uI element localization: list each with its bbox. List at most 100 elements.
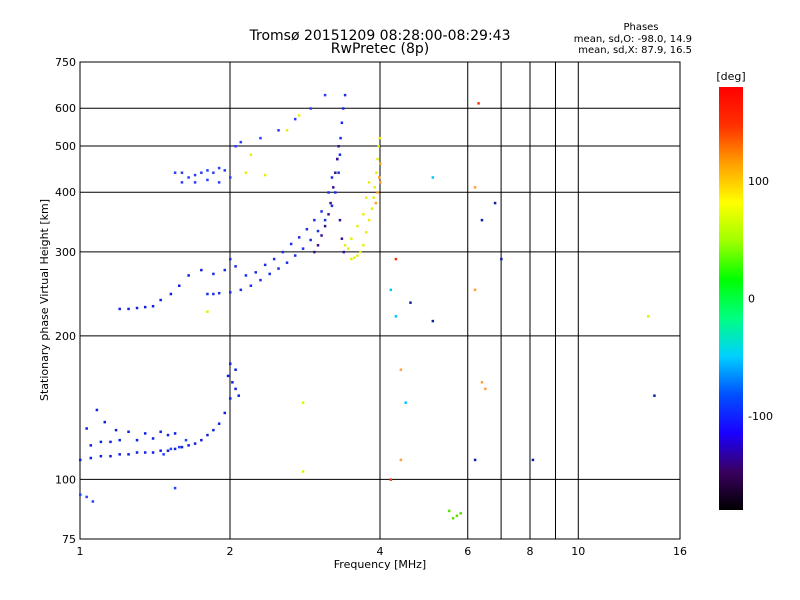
data-point xyxy=(249,153,253,156)
data-point xyxy=(336,157,339,161)
data-point xyxy=(399,368,403,371)
data-point xyxy=(389,288,393,292)
data-point xyxy=(334,191,337,194)
data-point xyxy=(451,517,455,520)
x-tick-label: 8 xyxy=(527,545,534,558)
data-point xyxy=(285,129,289,132)
data-point xyxy=(399,458,403,462)
data-point xyxy=(229,176,232,179)
data-point xyxy=(320,234,323,237)
data-point xyxy=(239,140,243,144)
data-point xyxy=(151,451,155,454)
data-point xyxy=(323,218,327,222)
data-point xyxy=(234,368,237,371)
data-point xyxy=(309,238,312,242)
data-point xyxy=(177,445,181,449)
data-point xyxy=(217,291,221,295)
data-point xyxy=(473,186,477,189)
data-point xyxy=(231,381,234,384)
data-point xyxy=(373,186,377,189)
data-point xyxy=(320,210,323,213)
data-point xyxy=(346,247,350,250)
data-point xyxy=(263,263,267,267)
axis-ticks: 1 2 4 6 8 10 16 75 100 200 300 400 500 600 750 xyxy=(55,56,687,558)
data-point xyxy=(339,136,342,140)
data-point xyxy=(337,144,340,148)
data-point xyxy=(350,257,353,261)
data-point xyxy=(377,144,380,148)
data-point xyxy=(356,254,359,257)
data-point xyxy=(249,284,253,287)
data-point xyxy=(313,218,316,222)
data-point xyxy=(356,224,359,228)
data-point xyxy=(285,261,289,264)
chart-title: Tromsø 20151209 08:28:00-08:29:43 xyxy=(249,28,511,44)
data-point xyxy=(180,445,184,449)
y-axis-label: Stationary phase Virtual Height [km] xyxy=(38,199,51,401)
data-point xyxy=(646,315,650,318)
data-point xyxy=(118,438,121,442)
data-point xyxy=(173,171,177,174)
data-point xyxy=(169,292,173,296)
data-point xyxy=(234,387,237,391)
data-point xyxy=(259,278,262,282)
data-point xyxy=(365,196,368,199)
data-point xyxy=(103,420,107,424)
data-point xyxy=(259,136,262,140)
data-point xyxy=(313,250,316,254)
data-point xyxy=(187,176,190,179)
data-point xyxy=(500,257,503,261)
data-point xyxy=(375,171,378,174)
y-tick-label: 200 xyxy=(55,330,76,343)
colorbar-tick-label: 0 xyxy=(748,293,755,306)
data-point xyxy=(316,244,320,247)
data-point xyxy=(173,432,177,435)
data-point xyxy=(484,387,487,391)
data-point xyxy=(376,191,379,194)
data-point xyxy=(217,181,221,184)
data-point xyxy=(187,444,190,447)
data-point xyxy=(143,305,147,309)
data-point xyxy=(223,169,227,172)
data-point xyxy=(338,153,342,156)
data-point xyxy=(341,107,345,110)
data-point xyxy=(151,437,155,440)
data-point xyxy=(200,171,203,174)
colorbar-tick-label: -100 xyxy=(748,410,773,423)
x-tick-label: 16 xyxy=(673,545,687,558)
stats-heading: Phases xyxy=(623,22,658,33)
data-point xyxy=(229,397,232,400)
data-point xyxy=(409,301,412,304)
data-point xyxy=(223,268,227,272)
data-point xyxy=(206,169,209,172)
data-point xyxy=(135,306,139,310)
data-point xyxy=(173,486,177,490)
data-point xyxy=(301,247,305,250)
data-point xyxy=(114,428,118,432)
data-point xyxy=(334,171,337,174)
data-point xyxy=(85,427,88,430)
x-tick-label: 2 xyxy=(227,545,234,558)
data-point xyxy=(162,453,165,456)
data-point xyxy=(372,196,375,199)
y-tick-label: 300 xyxy=(55,246,76,259)
data-point xyxy=(239,288,243,292)
data-point xyxy=(180,171,184,174)
data-point xyxy=(166,433,170,437)
data-point xyxy=(159,298,162,302)
data-point xyxy=(180,181,184,184)
data-point xyxy=(193,181,197,184)
chart-subtitle: RwPretec (8p) xyxy=(331,41,429,57)
y-tick-label: 75 xyxy=(62,533,76,546)
data-point xyxy=(237,394,240,397)
data-point xyxy=(234,144,237,148)
data-point xyxy=(379,181,382,184)
data-point xyxy=(365,231,368,234)
data-point xyxy=(376,157,379,161)
data-point xyxy=(431,176,435,179)
x-tick-label: 6 xyxy=(464,545,471,558)
data-point xyxy=(329,201,332,205)
data-point xyxy=(323,93,327,97)
data-point xyxy=(99,440,103,444)
colorbar-tick-label: 100 xyxy=(748,175,769,188)
